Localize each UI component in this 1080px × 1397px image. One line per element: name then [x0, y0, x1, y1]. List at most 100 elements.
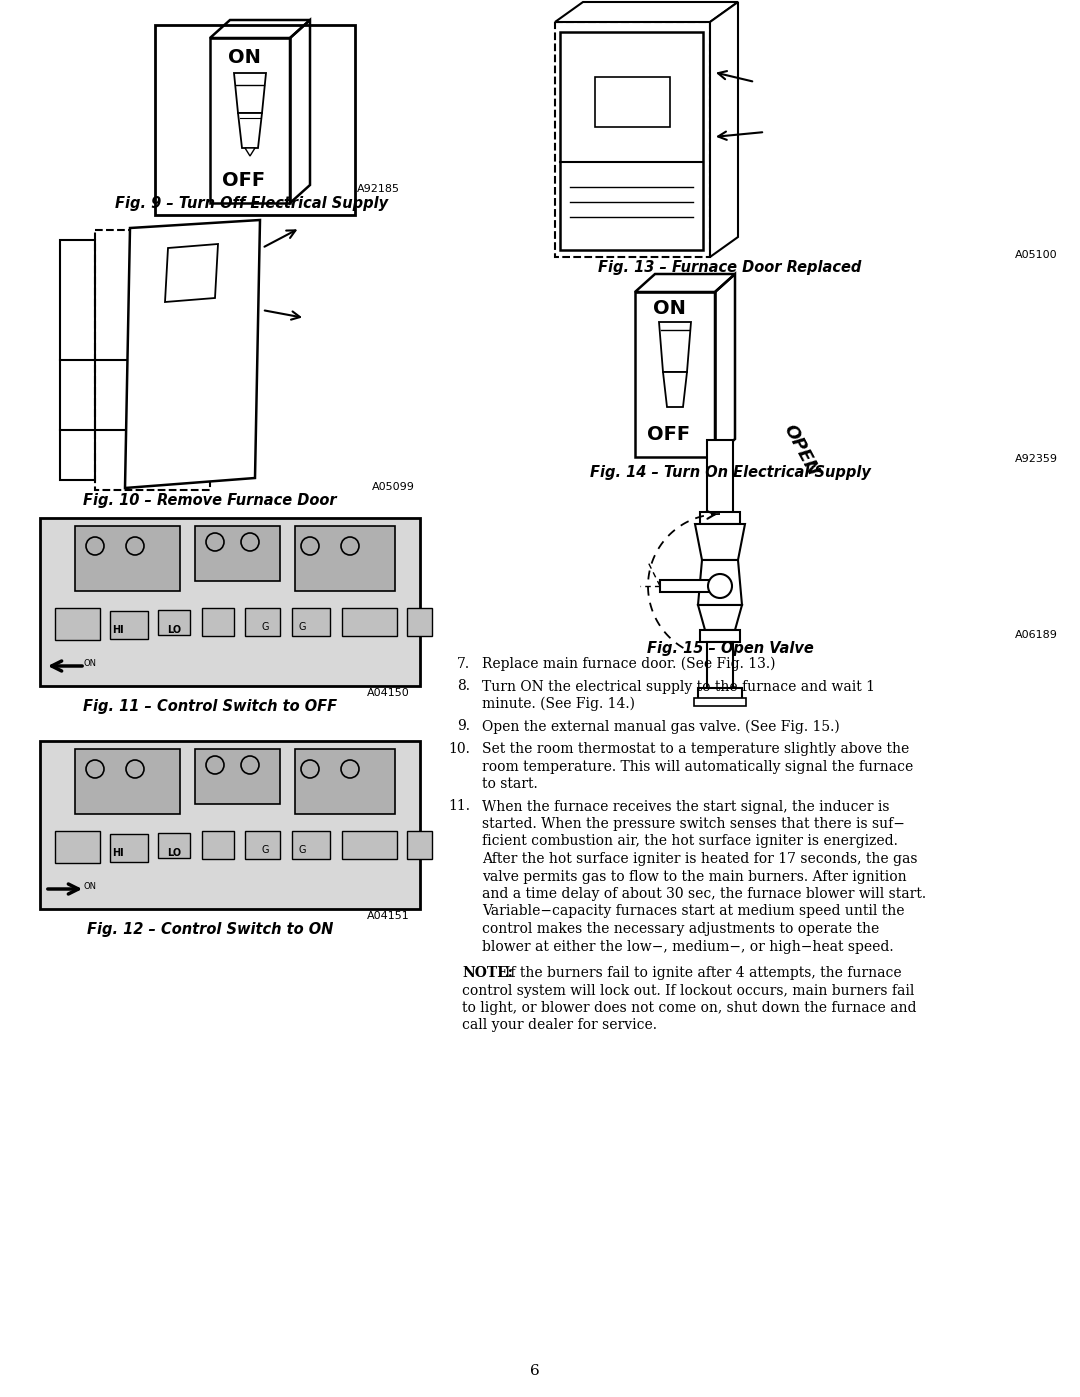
Bar — [694, 698, 746, 705]
Text: to light, or blower does not come on, shut down the furnace and: to light, or blower does not come on, sh… — [462, 1002, 917, 1016]
Polygon shape — [696, 524, 745, 560]
Text: started. When the pressure switch senses that there is suf−: started. When the pressure switch senses… — [482, 817, 905, 831]
Text: OFF: OFF — [222, 170, 265, 190]
Text: G: G — [261, 845, 269, 855]
Text: Fig. 13 – Furnace Door Replaced: Fig. 13 – Furnace Door Replaced — [598, 260, 862, 275]
Bar — [295, 527, 395, 591]
Text: minute. (See Fig. 14.): minute. (See Fig. 14.) — [482, 697, 635, 711]
Text: HI: HI — [112, 848, 124, 858]
Text: blower at either the low−, medium−, or high−heat speed.: blower at either the low−, medium−, or h… — [482, 940, 893, 954]
Text: 6: 6 — [530, 1363, 540, 1377]
Text: G: G — [298, 845, 306, 855]
Polygon shape — [125, 219, 260, 488]
Text: to start.: to start. — [482, 777, 538, 791]
Bar — [55, 608, 100, 640]
Bar — [342, 831, 397, 859]
Text: A92359: A92359 — [1015, 454, 1058, 464]
Text: control makes the necessary adjustments to operate the: control makes the necessary adjustments … — [482, 922, 879, 936]
Text: ON: ON — [83, 659, 96, 668]
Text: Fig. 15 – Open Valve: Fig. 15 – Open Valve — [647, 641, 813, 657]
Bar — [202, 608, 234, 636]
Text: ON: ON — [83, 882, 96, 891]
Text: Variable−capacity furnaces start at medium speed until the: Variable−capacity furnaces start at medi… — [482, 904, 905, 918]
Text: A06189: A06189 — [1015, 630, 1058, 640]
Text: Fig. 11 – Control Switch to OFF: Fig. 11 – Control Switch to OFF — [83, 698, 337, 714]
Polygon shape — [660, 580, 725, 592]
Bar — [40, 518, 420, 686]
Polygon shape — [698, 560, 742, 605]
Text: ficient combustion air, the hot surface igniter is energized.: ficient combustion air, the hot surface … — [482, 834, 897, 848]
Text: Replace main furnace door. (See Fig. 13.): Replace main furnace door. (See Fig. 13.… — [482, 657, 775, 671]
Bar — [245, 608, 280, 636]
Polygon shape — [561, 32, 703, 250]
Text: If the burners fail to ignite after 4 attempts, the furnace: If the burners fail to ignite after 4 at… — [505, 965, 902, 981]
Polygon shape — [659, 321, 691, 372]
Polygon shape — [234, 73, 266, 113]
Text: room temperature. This will automatically signal the furnace: room temperature. This will automaticall… — [482, 760, 914, 774]
Bar — [156, 25, 355, 215]
Text: NOTE:: NOTE: — [462, 965, 513, 981]
Text: 9.: 9. — [457, 719, 470, 733]
Text: OFF: OFF — [647, 425, 690, 444]
Text: A04150: A04150 — [367, 687, 410, 698]
Polygon shape — [165, 244, 218, 302]
Text: After the hot surface igniter is heated for 17 seconds, the gas: After the hot surface igniter is heated … — [482, 852, 918, 866]
Bar — [292, 831, 330, 859]
Text: Fig. 10 – Remove Furnace Door: Fig. 10 – Remove Furnace Door — [83, 493, 337, 509]
Polygon shape — [555, 1, 738, 22]
Text: 11.: 11. — [448, 799, 470, 813]
Polygon shape — [710, 1, 738, 257]
Bar — [40, 740, 420, 909]
Text: LO: LO — [167, 624, 181, 636]
Text: G: G — [261, 622, 269, 631]
Bar — [158, 833, 190, 858]
Bar — [158, 610, 190, 636]
Bar — [75, 527, 180, 591]
Text: Fig. 14 – Turn On Electrical Supply: Fig. 14 – Turn On Electrical Supply — [590, 465, 870, 481]
Text: valve permits gas to flow to the main burners. After ignition: valve permits gas to flow to the main bu… — [482, 869, 906, 883]
Text: Fig. 9 – Turn Off Electrical Supply: Fig. 9 – Turn Off Electrical Supply — [116, 196, 389, 211]
Text: call your dealer for service.: call your dealer for service. — [462, 1018, 657, 1032]
Text: Turn ON the electrical supply to the furnace and wait 1: Turn ON the electrical supply to the fur… — [482, 679, 875, 693]
Text: HI: HI — [112, 624, 124, 636]
Bar — [110, 610, 148, 638]
Bar — [698, 687, 742, 700]
Text: OPEN: OPEN — [780, 422, 822, 479]
Bar — [75, 749, 180, 814]
Bar — [55, 831, 100, 863]
Bar — [407, 608, 432, 636]
Bar — [700, 630, 740, 643]
Text: ON: ON — [228, 47, 261, 67]
Circle shape — [708, 574, 732, 598]
Text: A05100: A05100 — [1015, 250, 1058, 260]
Bar — [110, 834, 148, 862]
Text: Open the external manual gas valve. (See Fig. 15.): Open the external manual gas valve. (See… — [482, 719, 840, 733]
Text: A92185: A92185 — [357, 184, 400, 194]
Bar — [707, 643, 733, 692]
Text: Fig. 12 – Control Switch to ON: Fig. 12 – Control Switch to ON — [86, 922, 334, 937]
Text: A04151: A04151 — [367, 911, 410, 921]
Bar — [595, 77, 670, 127]
Bar — [342, 608, 397, 636]
Bar — [202, 831, 234, 859]
Bar — [295, 749, 395, 814]
Text: Set the room thermostat to a temperature slightly above the: Set the room thermostat to a temperature… — [482, 742, 909, 756]
Bar — [407, 831, 432, 859]
Bar — [245, 831, 280, 859]
Text: ON: ON — [653, 299, 686, 319]
Text: A05099: A05099 — [373, 482, 415, 492]
Bar — [195, 749, 280, 805]
Text: G: G — [298, 622, 306, 631]
Polygon shape — [238, 113, 262, 148]
Bar — [195, 527, 280, 581]
Text: and a time delay of about 30 sec, the furnace blower will start.: and a time delay of about 30 sec, the fu… — [482, 887, 927, 901]
Text: 10.: 10. — [448, 742, 470, 756]
Bar — [707, 440, 733, 515]
Polygon shape — [245, 148, 255, 156]
Polygon shape — [698, 605, 742, 630]
Text: LO: LO — [167, 848, 181, 858]
Bar — [292, 608, 330, 636]
Text: control system will lock out. If lockout occurs, main burners fail: control system will lock out. If lockout… — [462, 983, 915, 997]
Text: 8.: 8. — [457, 679, 470, 693]
Bar — [700, 511, 740, 524]
